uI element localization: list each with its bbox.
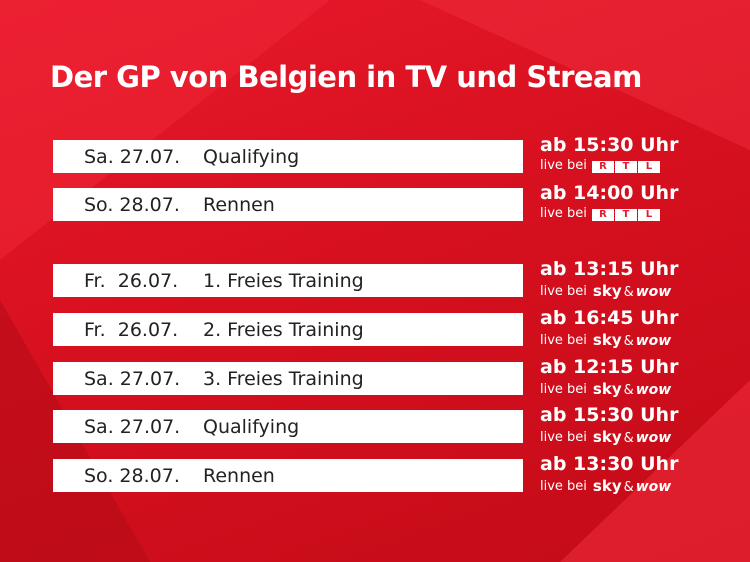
broadcaster: live bei R T L (540, 206, 661, 221)
session: Rennen (203, 194, 275, 216)
session: Qualifying (203, 146, 300, 168)
session: Rennen (203, 465, 275, 487)
logo-part: wow (635, 333, 672, 349)
session: 2. Freies Training (203, 319, 364, 341)
schedule-row: Fr. 26.07. 2. Freies Training (53, 313, 523, 346)
start-time: ab 16:45 Uhr (540, 307, 679, 329)
date: Sa. 27.07. (84, 368, 181, 390)
logo-part: sky (592, 428, 622, 446)
broadcaster: live bei sky & wow (540, 331, 672, 349)
date: Fr. 26.07. (84, 319, 179, 341)
live-label: live bei (540, 206, 587, 221)
live-label: live bei (540, 283, 587, 299)
date: Sa. 27.07. (84, 146, 181, 168)
date: So. 28.07. (84, 194, 180, 216)
live-label: live bei (540, 381, 587, 397)
schedule-row: Fr. 26.07. 1. Freies Training (53, 264, 523, 297)
logo-part: R (591, 209, 614, 221)
logo-part: & (623, 383, 634, 398)
logo-part: & (623, 431, 634, 446)
logo: sky & wow (592, 428, 672, 446)
schedule-row: Sa. 27.07. 3. Freies Training (53, 362, 523, 395)
schedule-row: Sa. 27.07. Qualifying (53, 410, 523, 443)
live-label: live bei (540, 429, 587, 445)
logo-part: T (614, 161, 637, 173)
logo: sky & wow (592, 380, 672, 398)
start-time: ab 13:15 Uhr (540, 258, 679, 280)
start-time: ab 15:30 Uhr (540, 134, 679, 156)
broadcaster: live bei sky & wow (540, 428, 672, 446)
broadcaster: live bei sky & wow (540, 477, 672, 495)
session: Qualifying (203, 416, 300, 438)
logo-part: sky (592, 380, 622, 398)
start-time: ab 14:00 Uhr (540, 182, 679, 204)
logo-part: sky (592, 331, 622, 349)
logo: sky & wow (592, 477, 672, 495)
logo-part: wow (635, 430, 672, 446)
logo: sky & wow (592, 282, 672, 300)
session: 1. Freies Training (203, 270, 364, 292)
logo-part: wow (635, 382, 672, 398)
logo-part: T (614, 209, 637, 221)
logo-part: sky (592, 282, 622, 300)
logo-part: & (623, 480, 634, 495)
schedule-row: Sa. 27.07. Qualifying (53, 140, 523, 173)
live-label: live bei (540, 478, 587, 494)
title: Der GP von Belgien in TV und Stream (50, 60, 642, 94)
logo-part: & (623, 334, 634, 349)
logo: sky & wow (592, 331, 672, 349)
logo-part: R (591, 161, 614, 173)
start-time: ab 15:30 Uhr (540, 404, 679, 426)
logo-part: wow (635, 479, 672, 495)
start-time: ab 13:30 Uhr (540, 453, 679, 475)
schedule-row: So. 28.07. Rennen (53, 459, 523, 492)
logo-part: & (623, 285, 634, 300)
date: So. 28.07. (84, 465, 180, 487)
date: Sa. 27.07. (84, 416, 181, 438)
broadcaster: live bei sky & wow (540, 380, 672, 398)
broadcaster: live bei sky & wow (540, 282, 672, 300)
live-label: live bei (540, 158, 587, 173)
broadcaster: live bei R T L (540, 158, 661, 173)
start-time: ab 12:15 Uhr (540, 356, 679, 378)
logo-part: L (637, 209, 660, 221)
logo-part: sky (592, 477, 622, 495)
logo-part: wow (635, 284, 672, 300)
schedule-row: So. 28.07. Rennen (53, 188, 523, 221)
session: 3. Freies Training (203, 368, 364, 390)
date: Fr. 26.07. (84, 270, 179, 292)
logo-part: L (637, 161, 660, 173)
live-label: live bei (540, 332, 587, 348)
